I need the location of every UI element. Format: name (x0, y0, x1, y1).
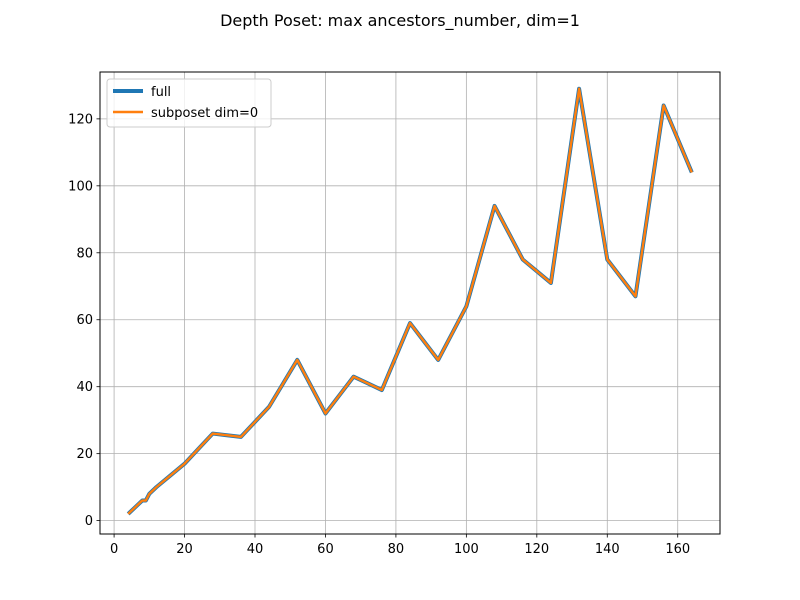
x-tick-label: 120 (524, 542, 549, 557)
y-tick-label: 80 (76, 246, 93, 261)
x-tick-label: 80 (388, 542, 405, 557)
legend-label-subposet: subposet dim=0 (151, 106, 258, 121)
series-layer (126, 86, 694, 516)
legend: full subposet dim=0 (106, 78, 272, 128)
x-tick-label: 140 (595, 542, 620, 557)
x-tick-label: 60 (317, 542, 334, 557)
x-tick-label: 20 (176, 542, 193, 557)
legend-box (106, 78, 272, 128)
x-tick-label: 0 (110, 542, 118, 557)
x-tick-label: 160 (665, 542, 690, 557)
series-line-subposet-dim-0 (127, 87, 693, 515)
y-tick-label: 60 (76, 313, 93, 328)
y-tick-label: 0 (85, 514, 93, 529)
ticks: 0 20 40 60 80 100 120 140 160 0 20 40 60 80 100 120 (68, 112, 690, 557)
plot-frame (99, 71, 721, 535)
chart-title: Depth Poset: max ancestors_number, dim=1 (220, 11, 580, 31)
y-tick-label: 20 (76, 447, 93, 462)
legend-label-full: full (151, 85, 171, 100)
y-tick-label: 120 (68, 112, 93, 127)
x-tick-label: 100 (454, 542, 479, 557)
y-tick-label: 100 (68, 179, 93, 194)
x-tick-label: 40 (247, 542, 264, 557)
y-tick-label: 40 (76, 380, 93, 395)
grid (100, 72, 720, 534)
